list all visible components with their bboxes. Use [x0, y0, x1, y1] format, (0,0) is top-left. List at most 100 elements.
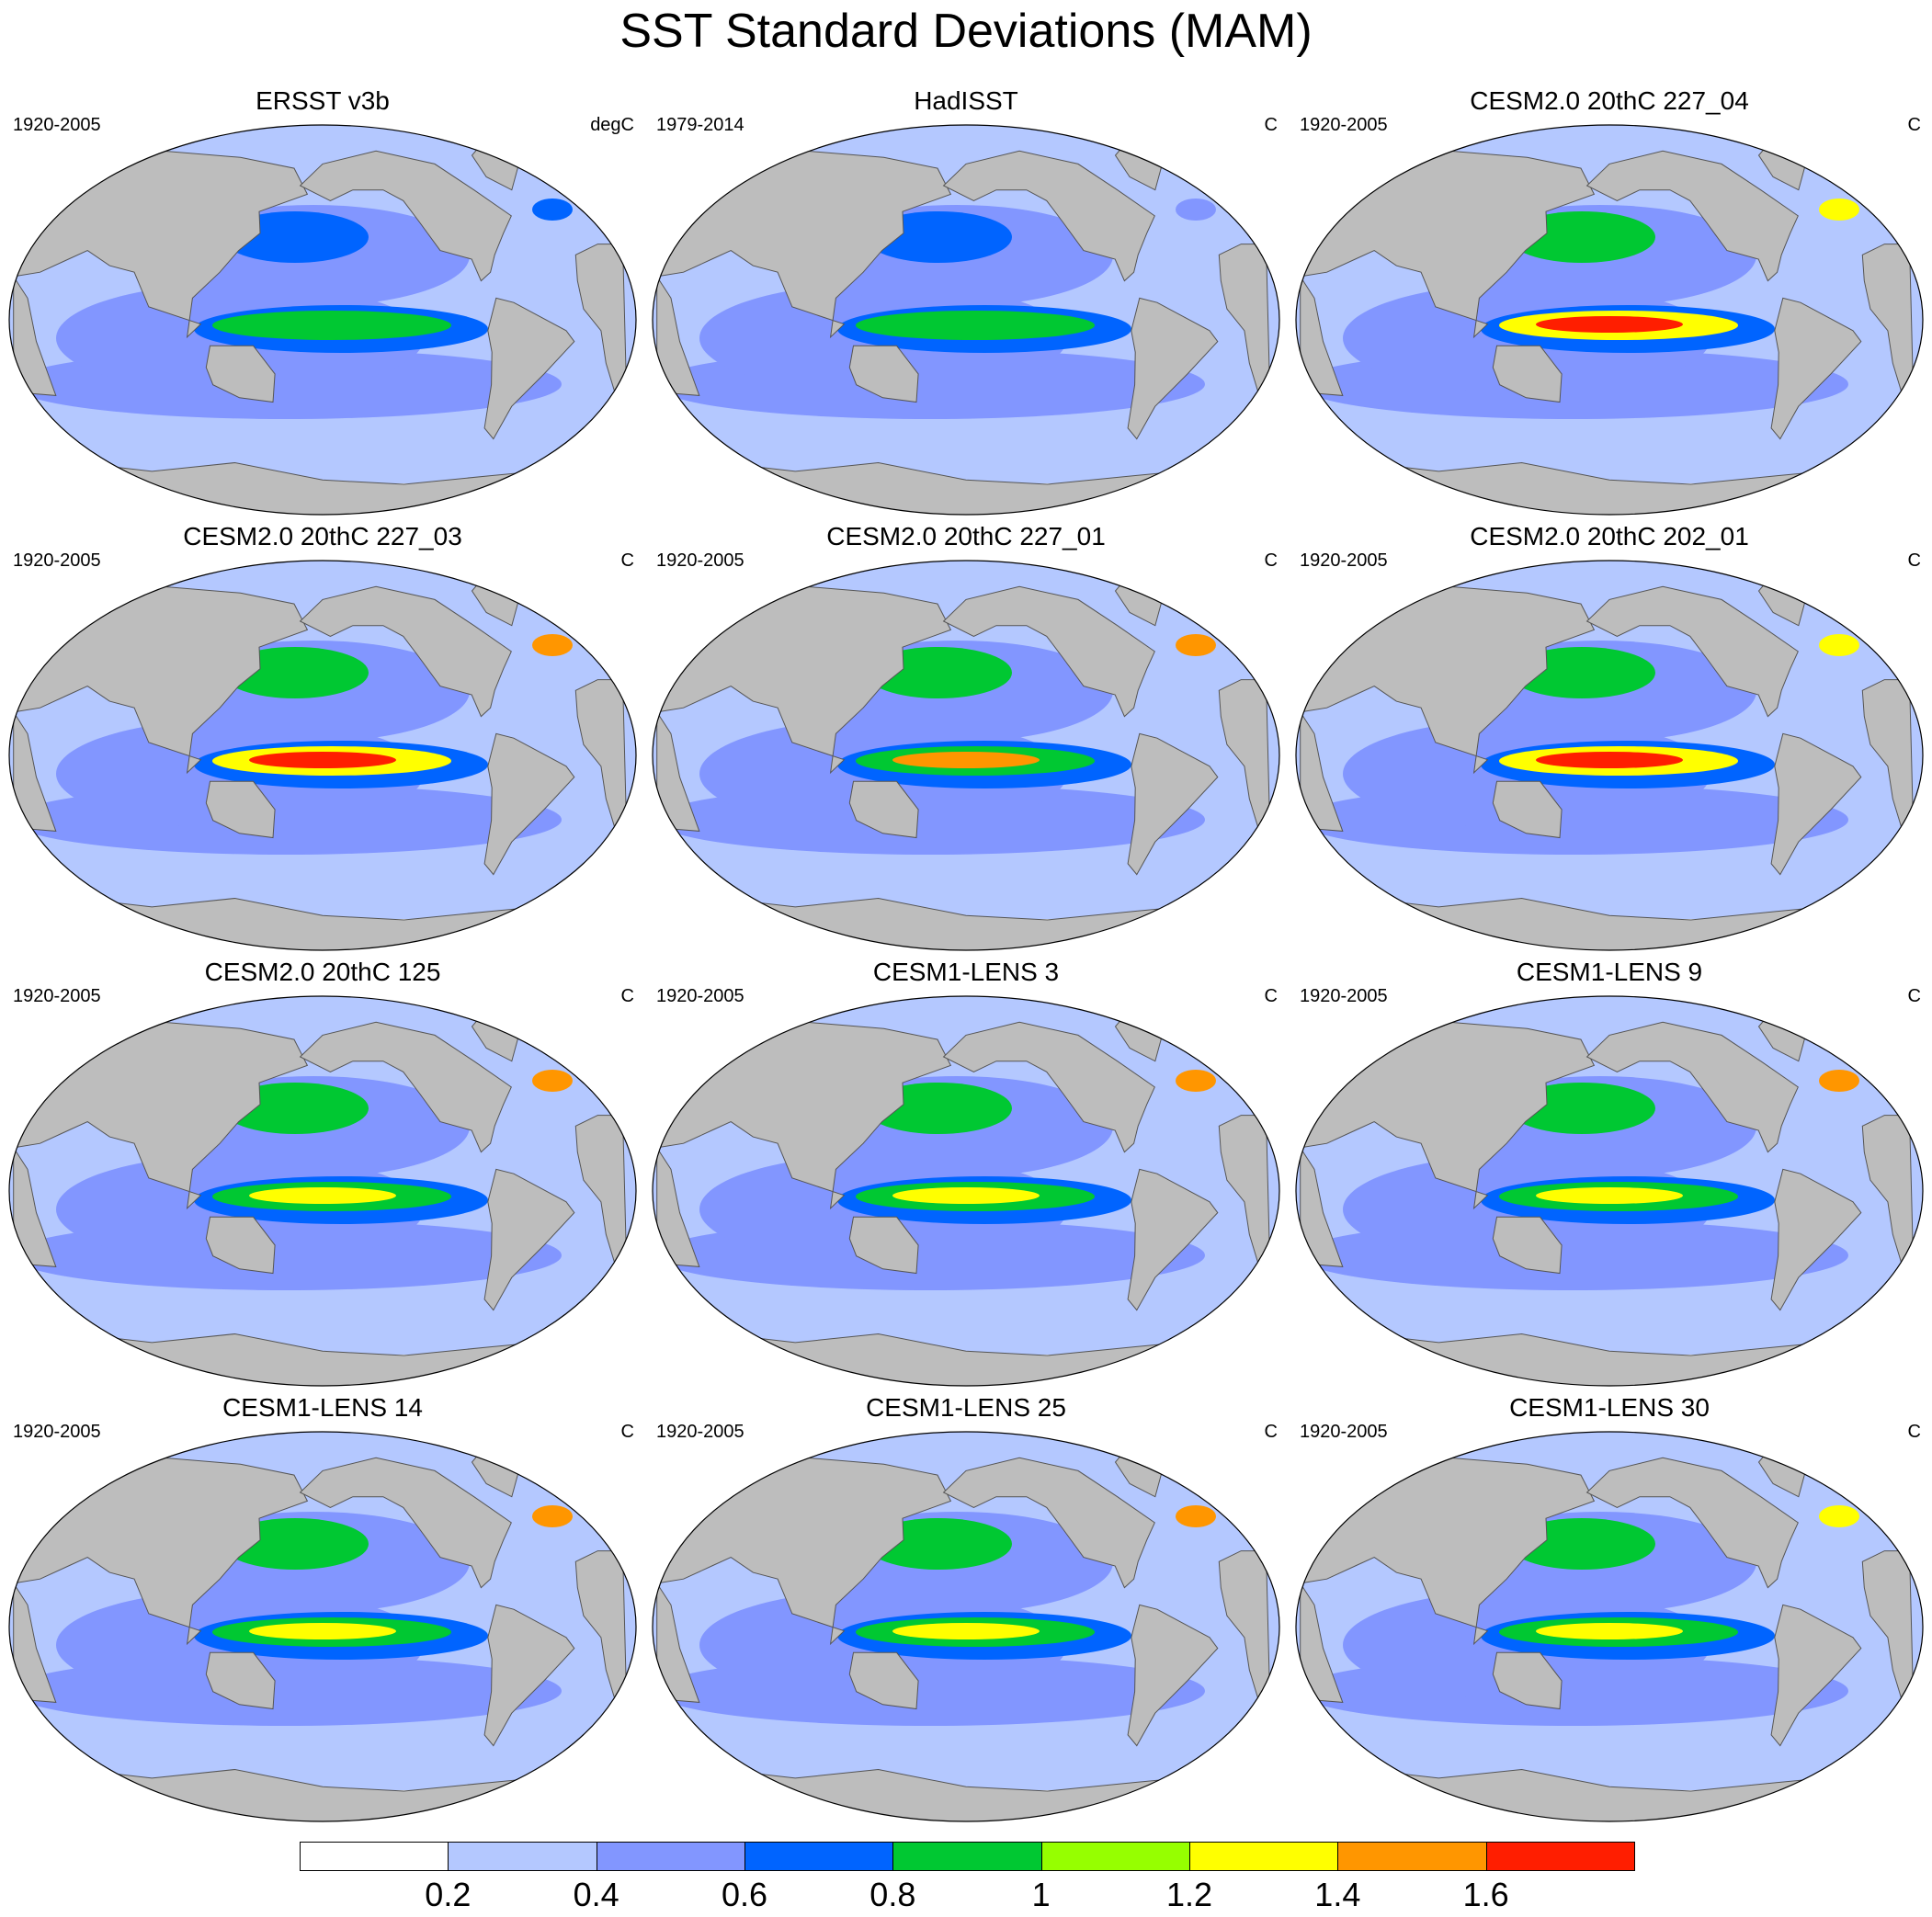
map-border — [1295, 560, 1924, 951]
land-africaE — [1218, 244, 1270, 394]
panel-title: CESM2.0 20thC 227_01 — [826, 522, 1106, 550]
panel-period: 1920-2005 — [1300, 1422, 1388, 1442]
land-australia — [848, 345, 919, 403]
enso-core — [249, 1623, 396, 1639]
colorbar-label: 1.4 — [1314, 1876, 1361, 1913]
panel-period: 1920-2005 — [1300, 115, 1388, 135]
map-border — [8, 124, 637, 516]
colorbar-label: 1 — [1031, 1876, 1051, 1913]
map-border — [652, 1431, 1280, 1822]
enso-core — [249, 316, 396, 333]
sst-map — [1295, 124, 1924, 516]
enso-core — [1536, 1623, 1683, 1639]
panel-period: 1920-2005 — [13, 550, 101, 571]
gulf-stream-anomaly — [1176, 634, 1216, 656]
land-africaE — [1861, 1550, 1914, 1701]
panel-title: HadISST — [914, 86, 1018, 115]
colorbar-box — [744, 1842, 894, 1871]
panel-period: 1920-2005 — [1300, 986, 1388, 1006]
land-namerica — [299, 1021, 512, 1153]
panel-units: C — [1907, 550, 1921, 571]
panel-period: 1920-2005 — [13, 115, 101, 135]
panel-units: C — [620, 986, 634, 1006]
sst-map — [652, 560, 1280, 951]
panel-title: CESM2.0 20thC 227_04 — [1470, 86, 1749, 115]
land-asia — [13, 1457, 309, 1646]
sst-map — [8, 1431, 637, 1822]
land-africaE — [574, 679, 627, 830]
panel-period: 1920-2005 — [1300, 550, 1388, 571]
map-border — [1295, 124, 1924, 516]
map-panel: ERSST v3b 1920-2005 degC — [4, 86, 642, 520]
panel-period: 1920-2005 — [656, 986, 744, 1006]
land-africaE — [574, 244, 627, 394]
gulf-stream-anomaly — [532, 1505, 573, 1527]
land-australia — [1492, 345, 1563, 403]
land-asia — [1300, 150, 1596, 339]
map-border — [8, 1431, 637, 1822]
panel-period: 1979-2014 — [656, 115, 744, 135]
enso-core — [892, 316, 1040, 333]
gulf-stream-anomaly — [1819, 1505, 1859, 1527]
panel-units: C — [1907, 986, 1921, 1006]
panel-units: C — [1264, 550, 1278, 571]
panel-units: C — [1907, 115, 1921, 135]
map-border — [8, 995, 637, 1387]
panel-units: C — [1907, 1422, 1921, 1442]
land-africaE — [1861, 679, 1914, 830]
map-border — [1295, 995, 1924, 1387]
map-panel: CESM1-LENS 9 1920-2005 C — [1290, 958, 1928, 1391]
gulf-stream-anomaly — [532, 1070, 573, 1092]
colorbar-box — [1040, 1842, 1190, 1871]
panel-units: C — [1264, 115, 1278, 135]
gulf-stream-anomaly — [532, 199, 573, 221]
land-samerica — [1770, 1168, 1862, 1311]
panel-title: CESM2.0 20thC 227_03 — [183, 522, 462, 550]
enso-core — [249, 1187, 396, 1204]
panel-units: C — [1264, 1422, 1278, 1442]
enso-core — [249, 752, 396, 768]
panel-title: CESM1-LENS 14 — [222, 1393, 423, 1422]
land-samerica — [1127, 1604, 1219, 1747]
land-namerica — [1585, 1021, 1799, 1153]
enso-core — [1536, 752, 1683, 768]
figure-title: SST Standard Deviations (MAM) — [619, 5, 1313, 58]
map-panel: CESM1-LENS 14 1920-2005 C — [4, 1393, 642, 1827]
panel-title: CESM2.0 20thC 125 — [204, 958, 441, 986]
land-australia — [848, 1216, 919, 1275]
colorbar-label: 0.2 — [425, 1876, 472, 1913]
sst-map — [1295, 560, 1924, 951]
colorbar — [300, 1842, 1635, 1873]
land-samerica — [1770, 1604, 1862, 1747]
map-border — [652, 995, 1280, 1387]
land-namerica — [299, 1457, 512, 1589]
land-namerica — [1585, 585, 1799, 718]
map-panel: CESM2.0 20thC 227_04 1920-2005 C — [1290, 86, 1928, 520]
colorbar-box — [300, 1842, 449, 1871]
land-australia — [205, 780, 276, 839]
sst-map — [8, 560, 637, 951]
sst-map — [652, 995, 1280, 1387]
enso-core — [892, 1187, 1040, 1204]
panel-title: ERSST v3b — [256, 86, 390, 115]
land-namerica — [942, 585, 1155, 718]
panel-period: 1920-2005 — [13, 986, 101, 1006]
colorbar-label: 0.4 — [573, 1876, 619, 1913]
colorbar-label: 0.8 — [869, 1876, 916, 1913]
gulf-stream-anomaly — [1176, 1505, 1216, 1527]
land-australia — [1492, 780, 1563, 839]
panel-period: 1920-2005 — [656, 1422, 744, 1442]
land-asia — [1300, 1457, 1596, 1646]
panel-units: C — [620, 550, 634, 571]
map-panel: CESM2.0 20thC 202_01 1920-2005 C — [1290, 522, 1928, 956]
panel-title: CESM2.0 20thC 202_01 — [1470, 522, 1749, 550]
colorbar-label: 1.2 — [1165, 1876, 1213, 1913]
map-border — [8, 560, 637, 951]
land-africaE — [1861, 244, 1914, 394]
land-africaE — [574, 1550, 627, 1701]
land-samerica — [483, 1604, 575, 1747]
gulf-stream-anomaly — [1176, 199, 1216, 221]
enso-core — [892, 752, 1040, 768]
land-namerica — [1585, 150, 1799, 282]
colorbar-box — [1337, 1842, 1487, 1871]
